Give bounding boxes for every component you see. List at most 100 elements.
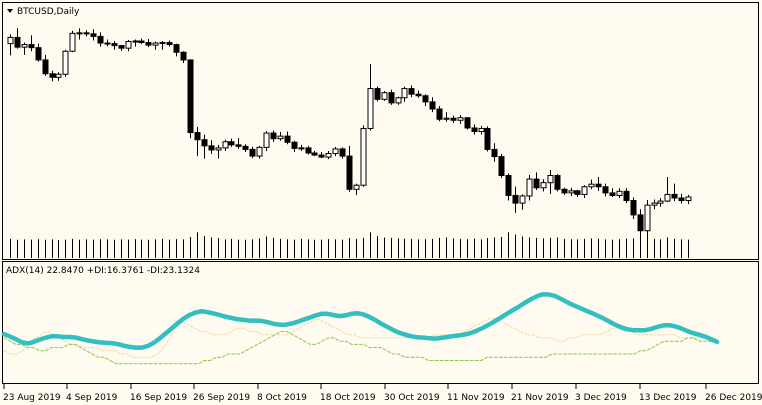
candle-body-up <box>132 40 139 43</box>
candle-body-up <box>568 190 575 194</box>
candle-body-down <box>602 186 609 194</box>
candle <box>651 199 658 210</box>
plus-di-line <box>3 318 718 358</box>
candle <box>270 130 277 142</box>
candle <box>298 144 305 151</box>
candle <box>568 187 575 196</box>
candle <box>360 125 367 187</box>
candle <box>450 115 457 123</box>
candle-body-up <box>62 50 69 75</box>
candle-body-down <box>228 141 235 146</box>
candle <box>574 189 581 197</box>
candle <box>561 187 568 195</box>
candle <box>581 185 588 198</box>
candle-body-up <box>125 41 132 49</box>
x-tick-label: 21 Nov 2019 <box>511 393 569 403</box>
candle-body-down <box>173 44 180 53</box>
candle-body-up <box>353 184 360 190</box>
candle <box>630 197 637 219</box>
candle <box>194 126 201 157</box>
candle-body-down <box>187 59 194 134</box>
candle-body-up <box>325 153 332 158</box>
candle <box>76 28 83 40</box>
candle-body-down <box>408 88 415 95</box>
candle-body-down <box>104 42 111 45</box>
candle <box>457 115 464 124</box>
candle <box>664 177 671 203</box>
candle-body-down <box>464 117 471 129</box>
candle <box>69 30 76 53</box>
candle <box>484 126 491 152</box>
candle-body-up <box>547 175 554 184</box>
minus-di-line <box>3 331 718 365</box>
candle-body-down <box>311 152 318 156</box>
candle <box>332 146 339 157</box>
candle <box>249 146 256 159</box>
candle <box>388 89 395 105</box>
candle <box>104 39 111 47</box>
candle-body-up <box>76 32 83 35</box>
candle <box>547 169 554 194</box>
candle-body-up <box>651 202 658 206</box>
candle-body-down <box>609 192 616 196</box>
candle-body-down <box>671 193 678 199</box>
candle-body-down <box>498 156 505 176</box>
candle-body-up <box>526 178 533 197</box>
candle-body-up <box>540 182 547 189</box>
candle <box>339 147 346 159</box>
candle <box>118 45 125 51</box>
candle <box>588 179 595 190</box>
candle <box>187 59 194 139</box>
candle <box>159 41 166 50</box>
candle-body-down <box>291 141 298 149</box>
candle <box>201 134 208 159</box>
x-tick-label: 8 Oct 2019 <box>257 393 307 403</box>
candle <box>616 188 623 198</box>
candle-body-up <box>298 147 305 150</box>
candle <box>7 34 14 56</box>
x-tick-label: 23 Aug 2019 <box>3 393 61 403</box>
candle <box>55 72 62 81</box>
candle <box>256 145 263 159</box>
candle-body-up <box>7 36 14 45</box>
candle <box>505 173 512 201</box>
candle <box>42 54 49 76</box>
candle <box>284 131 291 145</box>
volume-layer <box>10 232 689 258</box>
x-tick-label: 4 Sep 2019 <box>66 393 118 403</box>
candle <box>318 151 325 159</box>
candle <box>498 154 505 179</box>
candle-body-down <box>422 95 429 103</box>
candle <box>235 138 242 149</box>
candle <box>111 41 118 50</box>
candle <box>644 200 651 238</box>
candle-body-down <box>166 42 173 46</box>
candle <box>623 188 630 204</box>
candle-body-up <box>588 183 595 188</box>
candle <box>374 86 381 102</box>
candle <box>311 150 318 157</box>
candle-body-down <box>97 35 104 44</box>
chevron-down-icon[interactable] <box>7 9 13 13</box>
candle-body-up <box>159 42 166 45</box>
candle <box>415 90 422 98</box>
candle <box>609 188 616 197</box>
candle-body-down <box>346 155 353 190</box>
candle-body-down <box>201 139 208 147</box>
candle-body-down <box>180 51 187 61</box>
candle <box>519 194 526 210</box>
price-pane-frame <box>2 2 759 260</box>
candle <box>35 43 42 62</box>
candle-body-up <box>277 135 284 140</box>
candle-body-down <box>90 33 97 37</box>
x-tick-label: 3 Dec 2019 <box>575 393 627 403</box>
candle-body-down <box>574 190 581 195</box>
candle-body-down <box>484 127 491 150</box>
candle <box>353 183 360 195</box>
candle <box>305 145 312 155</box>
candle-body-down <box>14 36 21 48</box>
candle-body-up <box>478 127 485 133</box>
candle-body-down <box>374 88 381 100</box>
